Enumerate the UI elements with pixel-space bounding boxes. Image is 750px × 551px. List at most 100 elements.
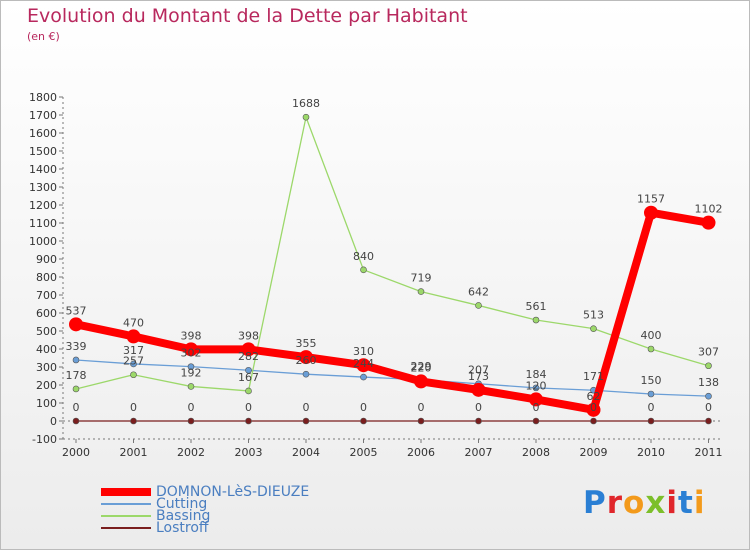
data-point	[360, 417, 367, 425]
data-point	[126, 329, 141, 344]
data-label: 355	[296, 337, 317, 350]
data-point	[245, 387, 252, 395]
data-point	[360, 266, 367, 274]
data-label: 184	[526, 368, 547, 381]
logo-letter: x	[645, 485, 667, 521]
data-point	[360, 373, 367, 381]
data-label: 537	[66, 304, 87, 317]
data-point	[69, 317, 83, 332]
logo-letter: P	[583, 485, 607, 521]
data-label: 513	[583, 309, 604, 322]
legend-label: Lostroff	[156, 520, 209, 536]
data-point	[414, 374, 428, 389]
y-tick-label: 100	[36, 397, 57, 410]
data-point	[647, 390, 655, 398]
data-point	[417, 288, 425, 295]
data-label: 0	[590, 401, 597, 414]
y-tick-label: 1500	[29, 145, 57, 158]
x-tick-label: 2007	[465, 446, 493, 459]
series-line-domnon-lès-dieuze	[75, 208, 710, 414]
data-label: 138	[698, 376, 719, 389]
data-point	[705, 362, 712, 370]
data-label: 62	[587, 390, 601, 403]
data-point	[245, 417, 252, 425]
data-point	[705, 417, 712, 425]
data-point	[241, 342, 256, 357]
data-label: 470	[123, 316, 144, 329]
data-label: 1688	[292, 97, 320, 110]
x-tick-label: 2002	[177, 446, 205, 459]
logo-letter: i	[666, 485, 678, 521]
data-point	[187, 417, 195, 425]
logo-letter: i	[693, 485, 706, 521]
data-label: 561	[526, 300, 547, 313]
legend-swatch	[101, 527, 151, 529]
data-point	[302, 417, 310, 425]
y-tick-label: 1700	[29, 109, 57, 122]
legend-label: Cutting	[156, 496, 208, 512]
y-tick-label: -100	[32, 433, 57, 446]
data-label: 0	[188, 401, 195, 414]
y-tick-label: 500	[36, 325, 57, 338]
x-tick-label: 2006	[407, 446, 435, 459]
data-label: 310	[353, 345, 374, 358]
data-point	[72, 356, 80, 364]
data-label: 229	[411, 360, 432, 373]
legend-swatch	[101, 503, 151, 505]
data-point	[187, 383, 195, 390]
x-tick-label: 2011	[695, 446, 723, 459]
data-label: 339	[66, 340, 87, 353]
data-point	[417, 417, 425, 425]
data-label: 317	[123, 344, 144, 357]
data-point	[130, 371, 137, 379]
y-tick-label: 1600	[29, 127, 57, 140]
data-point	[302, 113, 310, 121]
y-tick-label: 1100	[29, 217, 57, 230]
data-label: 719	[411, 272, 432, 285]
x-tick-label: 2005	[350, 446, 378, 459]
data-label: 150	[641, 374, 662, 387]
data-point	[586, 402, 601, 417]
data-point	[532, 417, 540, 425]
y-tick-label: 1300	[29, 181, 57, 194]
chart-title: Evolution du Montant de la Dette par Hab…	[27, 5, 468, 27]
data-label: 282	[238, 350, 259, 363]
data-label: 0	[245, 401, 252, 414]
proxiti-logo: Proxiti	[583, 485, 705, 521]
data-label: 1157	[637, 193, 665, 206]
logo-letter: o	[623, 485, 646, 521]
x-tick-label: 2009	[580, 446, 608, 459]
y-tick-label: 300	[36, 361, 57, 374]
data-label: 398	[181, 329, 202, 342]
data-label: 0	[130, 401, 137, 414]
data-label: 244	[353, 357, 374, 370]
data-point	[644, 205, 658, 220]
data-point	[302, 370, 310, 378]
data-label: 642	[468, 285, 489, 298]
data-point	[532, 384, 540, 392]
series-line-cutting	[75, 359, 709, 397]
data-label: 220	[411, 361, 432, 374]
data-label: 307	[698, 346, 719, 359]
y-tick-label: 200	[36, 379, 57, 392]
data-label: 400	[641, 329, 662, 342]
data-label: 302	[181, 347, 202, 360]
legend-swatch	[101, 488, 151, 496]
data-point	[647, 417, 655, 425]
data-point	[184, 342, 198, 357]
data-label: 257	[123, 355, 144, 368]
data-point	[245, 366, 252, 374]
data-point	[356, 358, 371, 373]
y-tick-label: 1200	[29, 199, 57, 212]
data-point	[471, 382, 486, 397]
data-label: 0	[475, 401, 482, 414]
data-point	[647, 345, 655, 353]
y-tick-label: 800	[36, 271, 57, 284]
data-label: 0	[73, 401, 80, 414]
y-tick-label: 1000	[29, 235, 57, 248]
data-label: 167	[238, 371, 259, 384]
data-point	[590, 417, 597, 425]
data-point	[72, 385, 80, 393]
